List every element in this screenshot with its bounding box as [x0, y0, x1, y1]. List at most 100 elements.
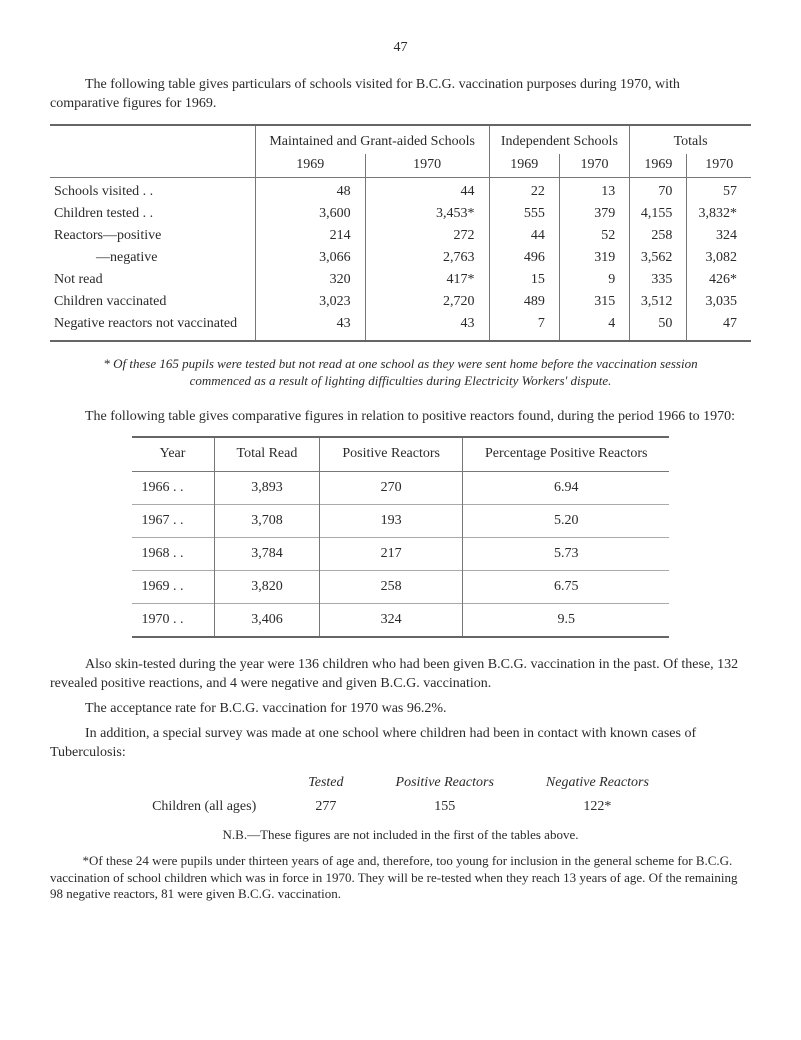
cell-value: 5.73 [462, 538, 669, 571]
cell-year: 1970 . . [132, 604, 215, 638]
cell-value: 193 [320, 505, 463, 538]
cell-value: 3,512 [630, 291, 687, 313]
cell-value: 426* [687, 269, 751, 291]
year-header: 1969 [255, 154, 365, 178]
table-row: 1966 . .3,8932706.94 [132, 472, 670, 505]
schools-visited-table: Maintained and Grant-aided Schools Indep… [50, 124, 751, 342]
cell-value: 44 [489, 225, 559, 247]
table-row: Schools visited . .484422137057 [50, 177, 751, 203]
row-label: Reactors—positive [50, 225, 255, 247]
table-row: Children vaccinated3,0232,7204893153,512… [50, 291, 751, 313]
cell-negative: 122* [520, 795, 675, 819]
cell-value: 379 [559, 203, 629, 225]
table-row: Children (all ages) 277 155 122* [126, 795, 675, 819]
cell-year: 1966 . . [132, 472, 215, 505]
table-row: 1968 . .3,7842175.73 [132, 538, 670, 571]
table-row: Reactors—positive2142724452258324 [50, 225, 751, 247]
cell-value: 3,082 [687, 247, 751, 269]
group-header-maintained: Maintained and Grant-aided Schools [255, 125, 489, 154]
cell-value: 57 [687, 177, 751, 203]
cell-value: 3,453* [365, 203, 489, 225]
row-label: Not read [50, 269, 255, 291]
cell-year: 1968 . . [132, 538, 215, 571]
row-label: Negative reactors not vaccinated [50, 313, 255, 341]
cell-value: 6.94 [462, 472, 669, 505]
year-header: 1970 [687, 154, 751, 178]
cell-value: 324 [320, 604, 463, 638]
table-row: —negative3,0662,7634963193,5623,082 [50, 247, 751, 269]
cell-value: 13 [559, 177, 629, 203]
row-label: —negative [50, 247, 255, 269]
cell-value: 3,406 [214, 604, 320, 638]
intro-paragraph-1: The following table gives particulars of… [50, 76, 751, 114]
positive-reactors-table: Year Total Read Positive Reactors Percen… [132, 436, 670, 638]
cell-value: 9.5 [462, 604, 669, 638]
group-header-totals: Totals [630, 125, 751, 154]
cell-year: 1967 . . [132, 505, 215, 538]
cell-value: 3,035 [687, 291, 751, 313]
skin-tested-paragraph: Also skin-tested during the year were 13… [50, 656, 751, 694]
col-year: Year [132, 437, 215, 471]
group-header-independent: Independent Schools [489, 125, 630, 154]
cell-value: 7 [489, 313, 559, 341]
col-total-read: Total Read [214, 437, 320, 471]
col-tested: Tested [282, 771, 369, 795]
cell-value: 43 [365, 313, 489, 341]
cell-value: 3,600 [255, 203, 365, 225]
intro-paragraph-2: The following table gives comparative fi… [50, 408, 751, 427]
table-row: Negative reactors not vaccinated43437450… [50, 313, 751, 341]
row-label: Schools visited . . [50, 177, 255, 203]
cell-value: 2,763 [365, 247, 489, 269]
cell-value: 3,832* [687, 203, 751, 225]
cell-value: 217 [320, 538, 463, 571]
cell-value: 3,784 [214, 538, 320, 571]
cell-value: 5.20 [462, 505, 669, 538]
cell-value: 496 [489, 247, 559, 269]
cell-value: 258 [320, 571, 463, 604]
cell-value: 4 [559, 313, 629, 341]
table1-footnote: * Of these 165 pupils were tested but no… [80, 356, 721, 390]
col-positive-reactors: Positive Reactors [370, 771, 520, 795]
year-header: 1969 [489, 154, 559, 178]
cell-value: 258 [630, 225, 687, 247]
cell-value: 214 [255, 225, 365, 247]
cell-year: 1969 . . [132, 571, 215, 604]
cell-value: 324 [687, 225, 751, 247]
cell-value: 3,708 [214, 505, 320, 538]
table-row: Children tested . .3,6003,453*5553794,15… [50, 203, 751, 225]
cell-value: 2,720 [365, 291, 489, 313]
year-header: 1970 [365, 154, 489, 178]
cell-value: 15 [489, 269, 559, 291]
cell-value: 50 [630, 313, 687, 341]
cell-value: 22 [489, 177, 559, 203]
cell-value: 3,066 [255, 247, 365, 269]
cell-value: 44 [365, 177, 489, 203]
cell-value: 3,023 [255, 291, 365, 313]
nb-note: N.B.—These figures are not included in t… [50, 827, 751, 843]
cell-value: 417* [365, 269, 489, 291]
cell-value: 335 [630, 269, 687, 291]
row-label: Children (all ages) [126, 795, 282, 819]
year-header: 1970 [559, 154, 629, 178]
cell-tested: 277 [282, 795, 369, 819]
page-number: 47 [50, 40, 751, 56]
blank-header [50, 154, 255, 178]
row-label: Children vaccinated [50, 291, 255, 313]
cell-value: 6.75 [462, 571, 669, 604]
col-percentage: Percentage Positive Reactors [462, 437, 669, 471]
cell-value: 43 [255, 313, 365, 341]
survey-paragraph: In addition, a special survey was made a… [50, 725, 751, 763]
table-row: Not read320417*159335426* [50, 269, 751, 291]
cell-value: 48 [255, 177, 365, 203]
col-positive-reactors: Positive Reactors [320, 437, 463, 471]
blank-header [126, 771, 282, 795]
cell-value: 555 [489, 203, 559, 225]
table-row: 1969 . .3,8202586.75 [132, 571, 670, 604]
table-row: 1967 . .3,7081935.20 [132, 505, 670, 538]
cell-value: 70 [630, 177, 687, 203]
cell-value: 489 [489, 291, 559, 313]
cell-value: 272 [365, 225, 489, 247]
cell-value: 47 [687, 313, 751, 341]
year-header: 1969 [630, 154, 687, 178]
cell-value: 4,155 [630, 203, 687, 225]
